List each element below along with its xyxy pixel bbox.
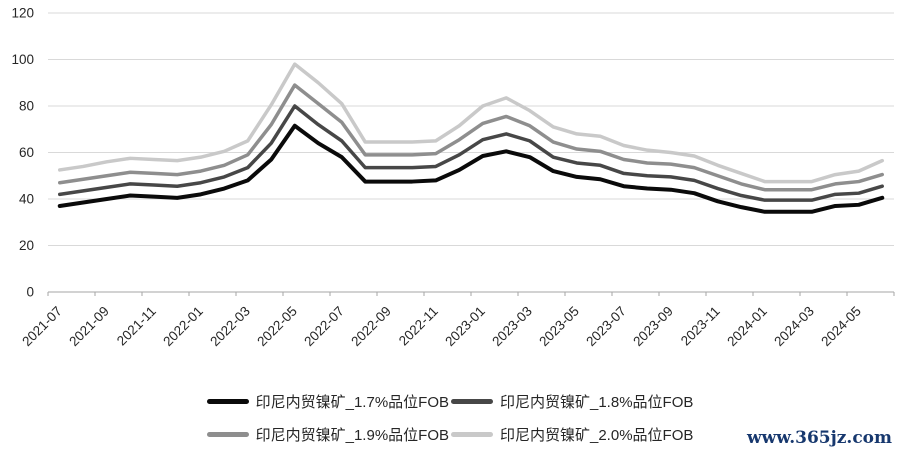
x-axis-label-2022-07: 2022-07	[301, 304, 347, 350]
series-line-1.7-fob	[57, 123, 885, 214]
legend-label: 印尼内贸镍矿_1.8%品位FOB	[500, 393, 694, 411]
legend-item-2.0-fob: 印尼内贸镍矿_2.0%品位FOB	[451, 422, 693, 446]
legend-line-swatch-1.7	[206, 398, 249, 404]
x-axis-label-2024-05: 2024-05	[818, 304, 864, 350]
y-axis-label-40: 40	[19, 192, 34, 207]
x-axis-label-2023-03: 2023-03	[489, 304, 535, 350]
watermark: www.365jz.com	[747, 428, 892, 448]
series-line-1.9-fob	[58, 83, 884, 192]
x-axis-label-2022-05: 2022-05	[254, 304, 300, 350]
legend-item-1.9-fob: 印尼内贸镍矿_1.9%品位FOB	[206, 422, 449, 446]
x-axis-label-2024-03: 2024-03	[771, 304, 817, 350]
legend-label: 印尼内贸镍矿_1.7%品位FOB	[255, 393, 449, 411]
legend-line-swatch-1.8	[451, 398, 493, 404]
x-axis-label-2024-01: 2024-01	[724, 304, 770, 350]
legend: 印尼内贸镍矿_1.7%品位FOB 印尼内贸镍矿_1.8%品位FOB 印尼内贸镍矿_1…	[0, 389, 900, 446]
y-axis-label-100: 100	[11, 52, 34, 67]
legend-line-swatch-2.0	[451, 431, 493, 437]
y-axis-label-120: 120	[11, 6, 34, 21]
x-axis-label-2023-01: 2023-01	[442, 304, 488, 350]
x-axis-label-2022-09: 2022-09	[348, 304, 394, 350]
y-axis-label-80: 80	[19, 99, 34, 114]
x-axis-label-2023-09: 2023-09	[630, 304, 676, 350]
y-axis-label-0: 0	[26, 285, 34, 300]
legend-item-1.8-fob: 印尼内贸镍矿_1.8%品位FOB	[451, 389, 693, 413]
x-axis-label-2023-07: 2023-07	[583, 304, 629, 350]
legend-row: 印尼内贸镍矿_1.7%品位FOB 印尼内贸镍矿_1.8%品位FOB	[206, 389, 693, 413]
x-axis-label-2022-03: 2022-03	[207, 304, 253, 350]
x-axis-label-2023-11: 2023-11	[678, 304, 723, 349]
x-axis-label-2022-11: 2022-11	[396, 304, 441, 349]
legend-label: 印尼内贸镍矿_2.0%品位FOB	[500, 426, 694, 444]
x-axis-label-2022-01: 2022-01	[160, 304, 206, 350]
y-axis-label-60: 60	[19, 145, 34, 160]
legend-label: 印尼内贸镍矿_1.9%品位FOB	[255, 426, 449, 444]
series-line-2.0-fob	[58, 62, 884, 184]
legend-line-swatch-1.9	[206, 431, 249, 437]
x-axis-label-2021-11: 2021-11	[114, 304, 159, 349]
y-axis-label-20: 20	[19, 238, 34, 253]
x-axis-label-2023-05: 2023-05	[536, 304, 582, 350]
x-axis-label-2021-07: 2021-07	[19, 304, 65, 350]
series-line-1.8-fob	[58, 104, 884, 202]
legend-item-1.7-fob: 印尼内贸镍矿_1.7%品位FOB	[206, 389, 449, 413]
legend-row: 印尼内贸镍矿_1.9%品位FOB 印尼内贸镍矿_2.0%品位FOB	[206, 422, 693, 446]
x-axis-label-2021-09: 2021-09	[66, 304, 112, 350]
